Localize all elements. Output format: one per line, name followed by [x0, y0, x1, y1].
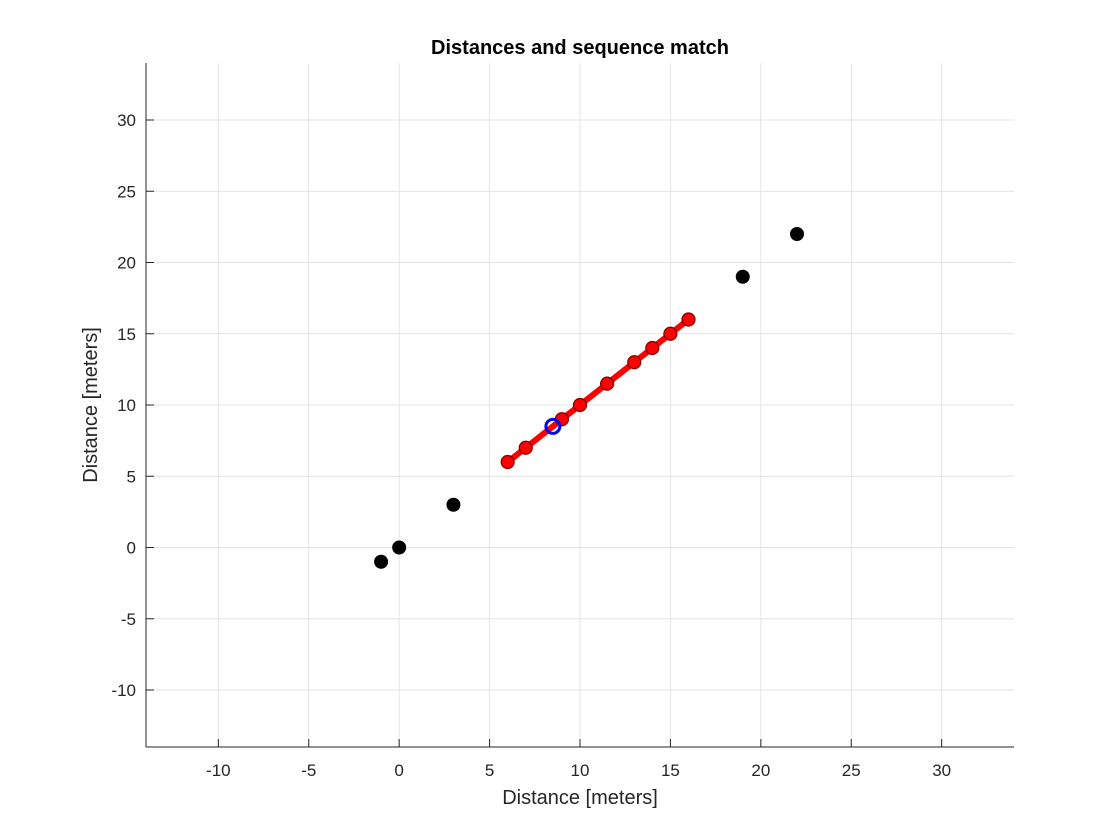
sequence-point: [663, 326, 678, 341]
sequence-match-line: [504, 316, 692, 465]
x-tick-label: 0: [394, 761, 403, 780]
y-tick-label: 15: [117, 325, 136, 344]
x-tick-label: 15: [661, 761, 680, 780]
distance-point: [446, 497, 461, 512]
sequence-point: [572, 397, 588, 413]
y-axis-label: Distance [meters]: [80, 327, 102, 483]
sequence-point: [681, 312, 696, 327]
sequence-point: [500, 454, 515, 470]
x-tick-label: -5: [301, 761, 316, 780]
sequence-point: [518, 440, 533, 455]
y-tick-label: 5: [127, 467, 136, 486]
sequence-point: [600, 376, 615, 391]
x-tick-label: 25: [842, 761, 861, 780]
distance-point: [735, 269, 750, 284]
y-tick-label: 25: [117, 182, 136, 201]
chart-title: Distances and sequence match: [431, 37, 729, 59]
sequence-point: [645, 340, 660, 356]
y-tick-label: 10: [117, 396, 136, 415]
distance-point: [392, 540, 407, 555]
x-tick-label: 20: [751, 761, 770, 780]
y-tick-label: -5: [121, 610, 136, 629]
x-tick-label: 30: [932, 761, 951, 780]
distance-point: [374, 554, 389, 569]
y-tick-label: 20: [117, 254, 136, 273]
x-tick-label: -10: [206, 761, 231, 780]
sequence-point: [627, 355, 642, 370]
x-axis-label: Distance [meters]: [502, 787, 658, 809]
current-position-marker: [544, 417, 562, 435]
y-tick-label: -10: [111, 681, 136, 700]
distance-point: [790, 227, 804, 241]
x-tick-label: 10: [571, 761, 590, 780]
ticks: -10 -5 0 5 10 15 20 25 30 -10 -5 0 5 10 15 20 25 30: [111, 63, 1014, 780]
y-tick-label: 30: [117, 111, 136, 130]
data-layer: [374, 227, 804, 569]
x-tick-label: 5: [485, 761, 494, 780]
y-tick-label: 0: [127, 539, 136, 558]
